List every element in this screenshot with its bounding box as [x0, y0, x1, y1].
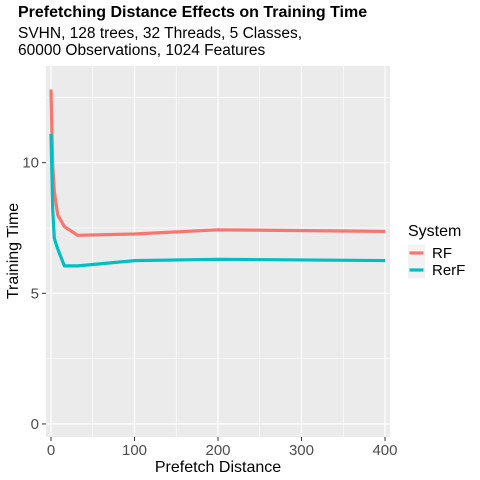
chart-title: Prefetching Distance Effects on Training… [18, 4, 367, 21]
legend-label-rf: RF [432, 245, 452, 262]
x-axis-label: Prefetch Distance [155, 459, 281, 476]
y-tick-label: 0 [31, 416, 39, 433]
series-line-rerf [49, 133, 386, 268]
x-tick-label: 300 [289, 442, 314, 459]
x-tick-label: 0 [47, 442, 55, 459]
x-tick-label: 100 [122, 442, 147, 459]
legend-label-rerf: RerF [432, 262, 465, 279]
x-axis: 0 100 200 300 400 [47, 437, 398, 459]
chart-subtitle-line-1: SVHN, 128 trees, 32 Threads, 5 Classes, [18, 25, 302, 42]
series-layer [49, 89, 386, 268]
y-axis-label: Training Time [5, 203, 22, 299]
y-tick-label: 5 [31, 285, 39, 302]
legend-title: System [408, 223, 461, 240]
x-tick-label: 200 [205, 442, 230, 459]
y-tick-label: 10 [22, 155, 39, 172]
chart-subtitle-line-2: 60000 Observations, 1024 Features [18, 42, 266, 59]
y-axis: 0 5 10 [22, 155, 46, 433]
x-tick-label: 400 [372, 442, 397, 459]
